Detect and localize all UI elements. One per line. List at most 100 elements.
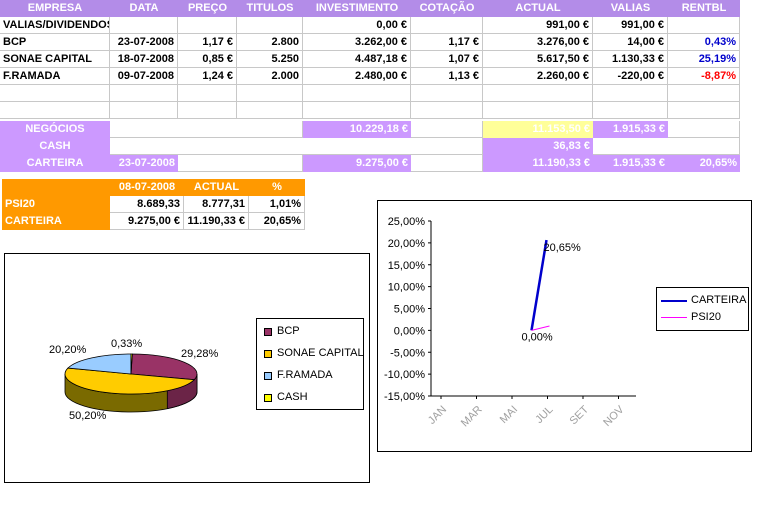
table-cell: SONAE CAPITAL xyxy=(0,51,110,68)
series-line-carteira xyxy=(530,239,548,331)
column-header-6: ACTUAL xyxy=(483,0,593,17)
psi-header-1: 08-07-2008 xyxy=(110,179,184,196)
table-cell: F.RAMADA xyxy=(0,68,110,85)
pie-slice-bcp xyxy=(130,353,198,381)
legend-swatch xyxy=(264,394,272,402)
y-tick-label: 20,00% xyxy=(388,238,426,250)
x-tick-label: JAN xyxy=(426,404,449,427)
empty-cell xyxy=(593,102,668,119)
empty-cell xyxy=(0,102,110,119)
pie-svg: 29,28% 50,20% 20,20% 0,33% xyxy=(49,338,219,422)
table-cell: -220,00 € xyxy=(593,68,668,85)
empty-cell xyxy=(303,102,411,119)
table-cell: 25,19% xyxy=(668,51,740,68)
empty-cell xyxy=(411,155,483,172)
y-tick-label: -5,00% xyxy=(390,347,425,359)
psi-row-label: CARTEIRA xyxy=(2,213,110,230)
x-tick-label: SET xyxy=(567,403,591,427)
pie-chart: 29,28% 50,20% 20,20% 0,33% BCP SONAE CAPITAL… xyxy=(4,253,370,483)
column-header-4: INVESTIMENTO xyxy=(303,0,411,17)
empty-cell xyxy=(110,85,178,102)
psi-cell: 9.275,00 € xyxy=(110,213,184,230)
pie-slice-sonae-capital xyxy=(64,367,196,395)
empty-cell xyxy=(483,85,593,102)
table-cell: 2.000 xyxy=(237,68,303,85)
table-cell: 18-07-2008 xyxy=(110,51,178,68)
table-cell: 5.617,50 € xyxy=(483,51,593,68)
table-cell: 5.250 xyxy=(237,51,303,68)
psi-cell: 20,65% xyxy=(249,213,305,230)
table-cell: 0,43% xyxy=(668,34,740,51)
carteira-valias: 1.915,33 € xyxy=(593,155,668,172)
table-cell: 3.262,00 € xyxy=(303,34,411,51)
negocios-actual: 11.153,50 € xyxy=(483,121,593,138)
column-header-7: VALIAS xyxy=(593,0,668,17)
y-tick-label: 15,00% xyxy=(388,260,426,272)
table-cell: 991,00 € xyxy=(593,17,668,34)
legend-label: PSI20 xyxy=(691,311,721,323)
legend-label: CASH xyxy=(277,391,308,403)
table-cell xyxy=(668,17,740,34)
carteira-label: CARTEIRA xyxy=(0,155,110,172)
legend-swatch xyxy=(264,372,272,380)
table-cell: 4.487,18 € xyxy=(303,51,411,68)
empty-cell xyxy=(110,102,178,119)
table-cell: 14,00 € xyxy=(593,34,668,51)
cash-actual: 36,83 € xyxy=(483,138,593,155)
line-chart: 25,00% 20,00% 15,00% 10,00% 5,00% 0,00% -5,00%… xyxy=(377,200,752,452)
x-tick-label: JUL xyxy=(533,404,555,426)
carteira-rentbl: 20,65% xyxy=(668,155,740,172)
table-cell: 1,17 € xyxy=(178,34,237,51)
table-cell: 23-07-2008 xyxy=(110,34,178,51)
annotation-zero: 0,00% xyxy=(522,331,553,343)
x-tick-label: NOV xyxy=(601,403,627,429)
table-cell: 991,00 € xyxy=(483,17,593,34)
psi-row-label: PSI20 xyxy=(2,196,110,213)
pie-slice-f-ramada xyxy=(67,353,132,375)
legend-label: SONAE CAPITAL xyxy=(277,347,364,359)
empty-cell xyxy=(483,102,593,119)
empty-cell xyxy=(668,102,740,119)
column-header-3: TITULOS xyxy=(237,0,303,17)
pie-legend: BCP SONAE CAPITAL F.RAMADA CASH xyxy=(256,318,364,410)
table-cell: 2.480,00 € xyxy=(303,68,411,85)
psi-header-2: ACTUAL xyxy=(184,179,249,196)
column-header-8: RENTBL xyxy=(668,0,740,17)
psi-cell: 8.689,33 xyxy=(110,196,184,213)
table-cell: 0,00 € xyxy=(303,17,411,34)
negocios-label: NEGÓCIOS xyxy=(0,121,110,138)
column-header-0: EMPRESA xyxy=(0,0,110,17)
empty-cell xyxy=(668,85,740,102)
legend-swatch xyxy=(264,328,272,336)
table-cell: 09-07-2008 xyxy=(110,68,178,85)
negocios-valias: 1.915,33 € xyxy=(593,121,668,138)
empty-cell xyxy=(593,85,668,102)
empty-cell xyxy=(411,121,483,138)
empty-cell xyxy=(0,85,110,102)
x-tick-label: MAR xyxy=(459,404,485,430)
carteira-actual: 11.190,33 € xyxy=(483,155,593,172)
table-cell: 1,13 € xyxy=(411,68,483,85)
line-svg: 25,00% 20,00% 15,00% 10,00% 5,00% 0,00% -5,00%… xyxy=(384,216,636,430)
y-tick-label: 5,00% xyxy=(394,304,425,316)
x-tick-label: MAI xyxy=(498,404,520,426)
pie-data-label: 50,20% xyxy=(69,410,107,422)
empty-cell xyxy=(178,85,237,102)
carteira-data: 23-07-2008 xyxy=(110,155,178,172)
line-legend: CARTEIRA PSI20 xyxy=(656,287,749,331)
table-cell: 1,17 € xyxy=(411,34,483,51)
empty-cell xyxy=(110,121,303,138)
empty-cell xyxy=(411,85,483,102)
table-cell xyxy=(110,17,178,34)
pie-data-label: 20,20% xyxy=(49,344,87,356)
psi-cell: 8.777,31 xyxy=(184,196,249,213)
legend-label: BCP xyxy=(277,325,300,337)
y-tick-label: -10,00% xyxy=(384,369,425,381)
table-cell: VALIAS/DIVIDENDOS xyxy=(0,17,110,34)
psi-cell: 1,01% xyxy=(249,196,305,213)
legend-label: CARTEIRA xyxy=(691,294,747,306)
table-cell: 1,07 € xyxy=(411,51,483,68)
legend-line xyxy=(661,317,687,318)
empty-cell xyxy=(411,102,483,119)
table-cell: 0,85 € xyxy=(178,51,237,68)
